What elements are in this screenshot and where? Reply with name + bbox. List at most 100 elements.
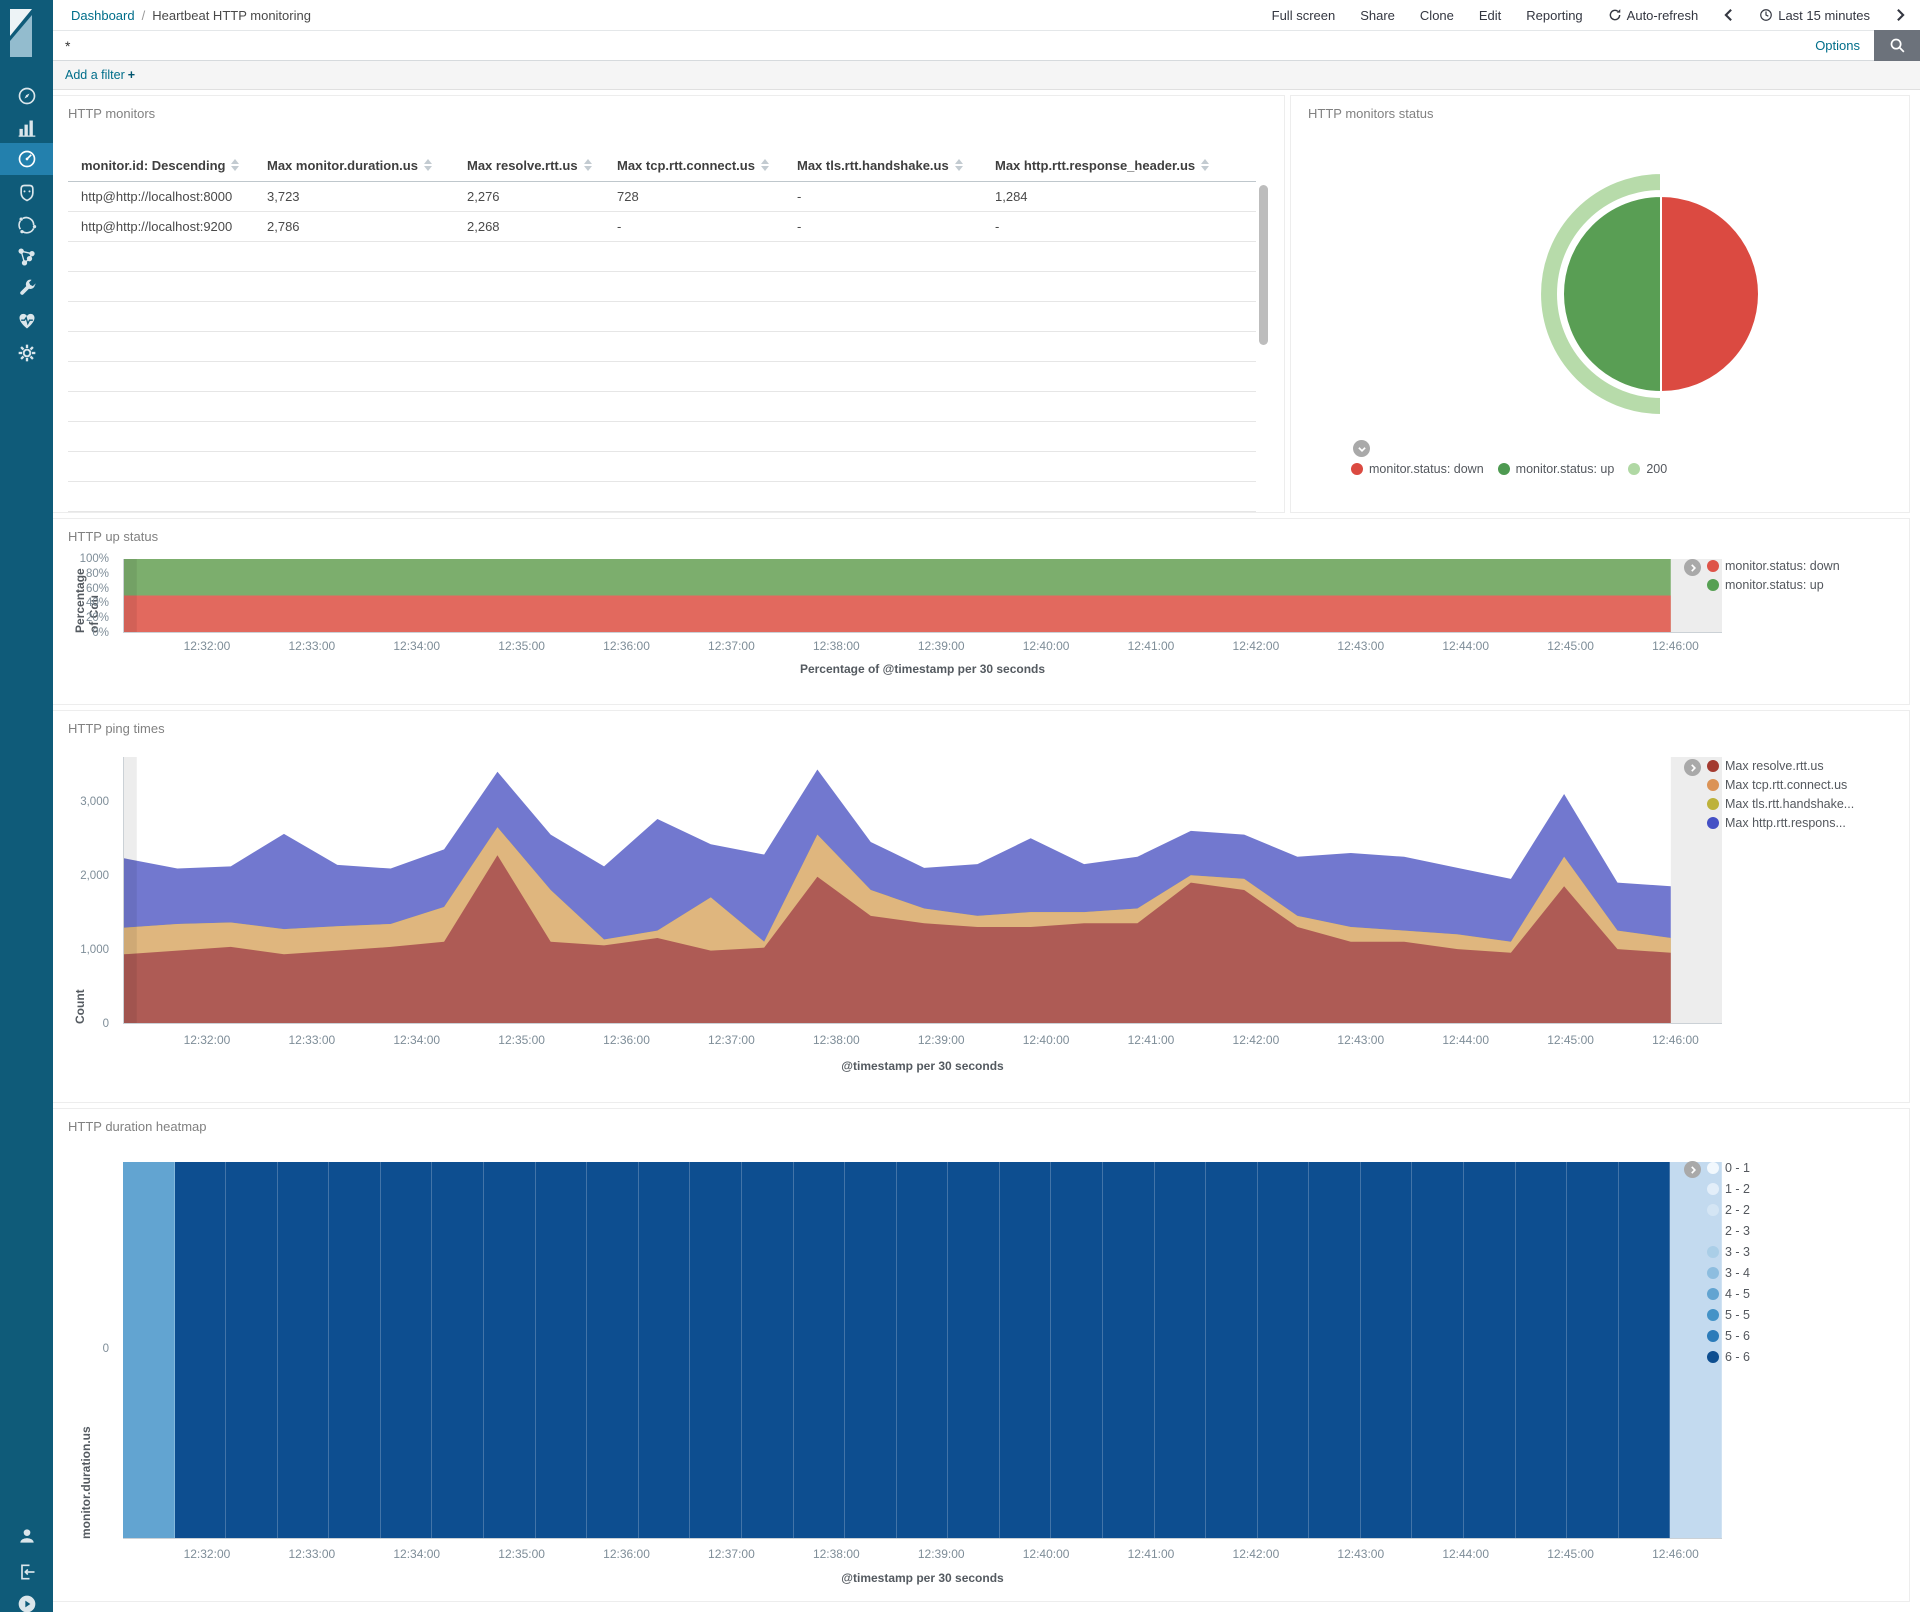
heatmap-cell[interactable] xyxy=(1464,1162,1516,1538)
legend-item[interactable]: monitor.status: up xyxy=(1497,462,1614,476)
legend-item[interactable]: 3 - 3 xyxy=(1707,1245,1750,1259)
heatmap-cell[interactable] xyxy=(1257,1162,1310,1538)
heatmap-cell[interactable] xyxy=(1206,1162,1258,1538)
heatmap-cell[interactable] xyxy=(999,1162,1052,1538)
pie-slice-up[interactable] xyxy=(1562,194,1662,394)
time-back-button[interactable] xyxy=(1723,8,1734,22)
legend-item[interactable]: 1 - 2 xyxy=(1707,1182,1750,1196)
edit-button[interactable]: Edit xyxy=(1478,7,1502,23)
up-status-area-chart[interactable] xyxy=(123,559,1722,633)
table-column-header[interactable]: monitor.id: Descending xyxy=(68,151,254,182)
table-column-header[interactable]: Max tcp.rtt.connect.us xyxy=(604,151,784,182)
sidebar-item-apm[interactable] xyxy=(0,177,53,209)
sort-icon[interactable] xyxy=(423,159,433,172)
query-options-link[interactable]: Options xyxy=(1815,38,1860,53)
full-screen-button[interactable]: Full screen xyxy=(1271,7,1336,23)
status-pie-chart[interactable] xyxy=(1526,159,1796,429)
heatmap-cell[interactable] xyxy=(1309,1162,1361,1538)
sidebar-item-machine-learning[interactable] xyxy=(0,209,53,241)
table-column-header[interactable]: Max monitor.duration.us xyxy=(254,151,454,182)
kibana-logo[interactable] xyxy=(9,8,33,63)
heatmap-cell[interactable] xyxy=(432,1162,485,1538)
heatmap-cell[interactable] xyxy=(587,1162,639,1538)
heatmap-cell[interactable] xyxy=(638,1162,691,1538)
table-scrollbar-thumb[interactable] xyxy=(1259,185,1268,345)
heatmap-cell[interactable] xyxy=(277,1162,330,1538)
heatmap-cell[interactable] xyxy=(1154,1162,1207,1538)
heatmap-cell[interactable] xyxy=(123,1162,175,1538)
legend-item[interactable]: monitor.status: down xyxy=(1351,462,1484,476)
legend-item[interactable]: 2 - 2 xyxy=(1707,1203,1750,1217)
sidebar-item-account[interactable] xyxy=(0,1520,53,1552)
legend-item[interactable]: 5 - 6 xyxy=(1707,1329,1750,1343)
heatmap-cell[interactable] xyxy=(1515,1162,1568,1538)
legend-item[interactable]: Max tls.rtt.handshake... xyxy=(1707,797,1854,811)
heatmap-cell[interactable] xyxy=(1670,1162,1722,1538)
legend-item[interactable]: 0 - 1 xyxy=(1707,1161,1750,1175)
sort-icon[interactable] xyxy=(1201,159,1210,172)
heatmap-cell[interactable] xyxy=(1051,1162,1103,1538)
time-range-picker[interactable]: Last 15 minutes xyxy=(1759,8,1870,23)
legend-item[interactable]: Max tcp.rtt.connect.us xyxy=(1707,778,1854,792)
heatmap-cell[interactable] xyxy=(1360,1162,1413,1538)
sidebar-item-graph[interactable] xyxy=(0,241,53,273)
heatmap-cell[interactable] xyxy=(1618,1162,1671,1538)
legend-item[interactable]: 6 - 6 xyxy=(1707,1350,1750,1364)
ping-times-area-chart[interactable] xyxy=(123,757,1722,1024)
pie-slice-down[interactable] xyxy=(1660,194,1760,394)
heatmap-cell[interactable] xyxy=(690,1162,742,1538)
add-filter-link[interactable]: Add a filter + xyxy=(65,68,136,82)
heatmap-cell[interactable] xyxy=(1567,1162,1619,1538)
sidebar-item-collapse[interactable] xyxy=(0,1588,53,1612)
duration-heatmap-chart[interactable] xyxy=(123,1162,1722,1539)
heatmap-cell[interactable] xyxy=(535,1162,588,1538)
legend-item[interactable]: 200 xyxy=(1628,462,1667,476)
sidebar-item-monitoring[interactable] xyxy=(0,305,53,337)
heatmap-cell[interactable] xyxy=(948,1162,1000,1538)
legend-expand-button[interactable] xyxy=(1684,559,1701,576)
breadcrumb-dashboard-link[interactable]: Dashboard xyxy=(71,7,135,23)
heatmap-cell[interactable] xyxy=(1102,1162,1155,1538)
heatmap-cell[interactable] xyxy=(174,1162,227,1538)
legend-item[interactable]: 4 - 5 xyxy=(1707,1287,1750,1301)
legend-item[interactable]: 5 - 5 xyxy=(1707,1308,1750,1322)
table-column-header[interactable]: Max tls.rtt.handshake.us xyxy=(784,151,982,182)
table-column-header[interactable]: Max resolve.rtt.us xyxy=(454,151,604,182)
time-forward-button[interactable] xyxy=(1895,8,1906,22)
heatmap-cell[interactable] xyxy=(484,1162,536,1538)
legend-item[interactable]: 3 - 4 xyxy=(1707,1266,1750,1280)
legend-item[interactable]: Max resolve.rtt.us xyxy=(1707,759,1854,773)
sidebar-item-visualize[interactable] xyxy=(0,112,53,144)
sidebar-item-management[interactable] xyxy=(0,337,53,369)
search-query-input[interactable] xyxy=(53,31,1802,60)
sidebar-item-discover[interactable] xyxy=(0,80,53,112)
sidebar-item-dev-tools[interactable] xyxy=(0,273,53,305)
reporting-button[interactable]: Reporting xyxy=(1526,7,1583,23)
legend-expand-button[interactable] xyxy=(1684,759,1701,776)
heatmap-cell[interactable] xyxy=(845,1162,897,1538)
heatmap-cell[interactable] xyxy=(329,1162,381,1538)
sidebar-item-dashboard[interactable] xyxy=(0,143,53,175)
heatmap-cell[interactable] xyxy=(896,1162,949,1538)
legend-item[interactable]: monitor.status: down xyxy=(1707,559,1840,573)
share-button[interactable]: Share xyxy=(1360,7,1395,23)
legend-item[interactable]: Max http.rtt.respons... xyxy=(1707,816,1854,830)
sidebar-item-logout[interactable] xyxy=(0,1556,53,1588)
search-button[interactable] xyxy=(1874,30,1920,61)
legend-collapse-button[interactable] xyxy=(1353,440,1370,457)
heatmap-cell[interactable] xyxy=(1412,1162,1465,1538)
pie-ring-200[interactable] xyxy=(1539,171,1662,417)
heatmap-cell[interactable] xyxy=(226,1162,278,1538)
table-column-header[interactable]: Max http.rtt.response_header.us xyxy=(982,151,1256,182)
sort-icon[interactable] xyxy=(231,159,240,172)
heatmap-cell[interactable] xyxy=(380,1162,433,1538)
sort-icon[interactable] xyxy=(954,159,964,172)
legend-item[interactable]: monitor.status: up xyxy=(1707,578,1840,592)
heatmap-cell[interactable] xyxy=(793,1162,846,1538)
sort-icon[interactable] xyxy=(760,159,770,172)
heatmap-cell[interactable] xyxy=(741,1162,794,1538)
legend-expand-button[interactable] xyxy=(1684,1161,1701,1178)
clone-button[interactable]: Clone xyxy=(1419,7,1454,23)
sort-icon[interactable] xyxy=(583,159,593,172)
auto-refresh-button[interactable]: Auto-refresh xyxy=(1608,8,1698,23)
